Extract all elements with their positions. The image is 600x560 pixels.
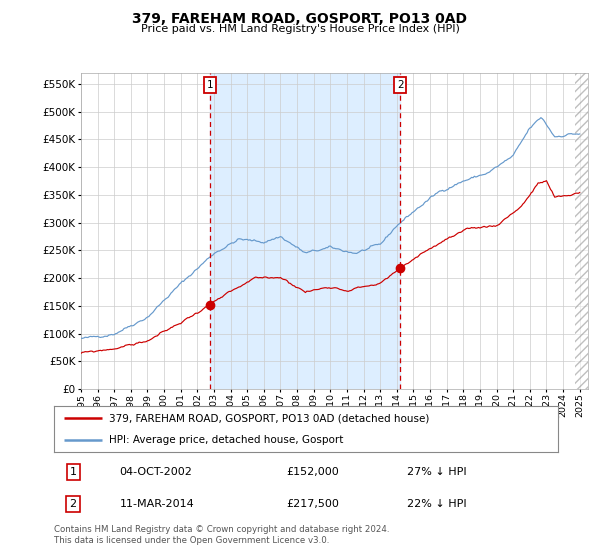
Text: 2: 2 xyxy=(70,499,77,509)
Text: 27% ↓ HPI: 27% ↓ HPI xyxy=(407,467,466,477)
Text: 379, FAREHAM ROAD, GOSPORT, PO13 0AD: 379, FAREHAM ROAD, GOSPORT, PO13 0AD xyxy=(133,12,467,26)
Text: 2: 2 xyxy=(397,80,403,90)
Bar xyxy=(210,73,400,389)
Text: 379, FAREHAM ROAD, GOSPORT, PO13 0AD (detached house): 379, FAREHAM ROAD, GOSPORT, PO13 0AD (de… xyxy=(109,413,430,423)
Text: 1: 1 xyxy=(70,467,77,477)
Text: £152,000: £152,000 xyxy=(286,467,338,477)
Text: 22% ↓ HPI: 22% ↓ HPI xyxy=(407,499,466,509)
Text: 04-OCT-2002: 04-OCT-2002 xyxy=(119,467,193,477)
Text: £217,500: £217,500 xyxy=(286,499,339,509)
Text: Price paid vs. HM Land Registry's House Price Index (HPI): Price paid vs. HM Land Registry's House … xyxy=(140,24,460,34)
Text: 1: 1 xyxy=(206,80,213,90)
Text: HPI: Average price, detached house, Gosport: HPI: Average price, detached house, Gosp… xyxy=(109,435,344,445)
Bar xyxy=(575,73,588,389)
Text: Contains HM Land Registry data © Crown copyright and database right 2024.
This d: Contains HM Land Registry data © Crown c… xyxy=(54,525,389,545)
Text: 11-MAR-2014: 11-MAR-2014 xyxy=(119,499,194,509)
